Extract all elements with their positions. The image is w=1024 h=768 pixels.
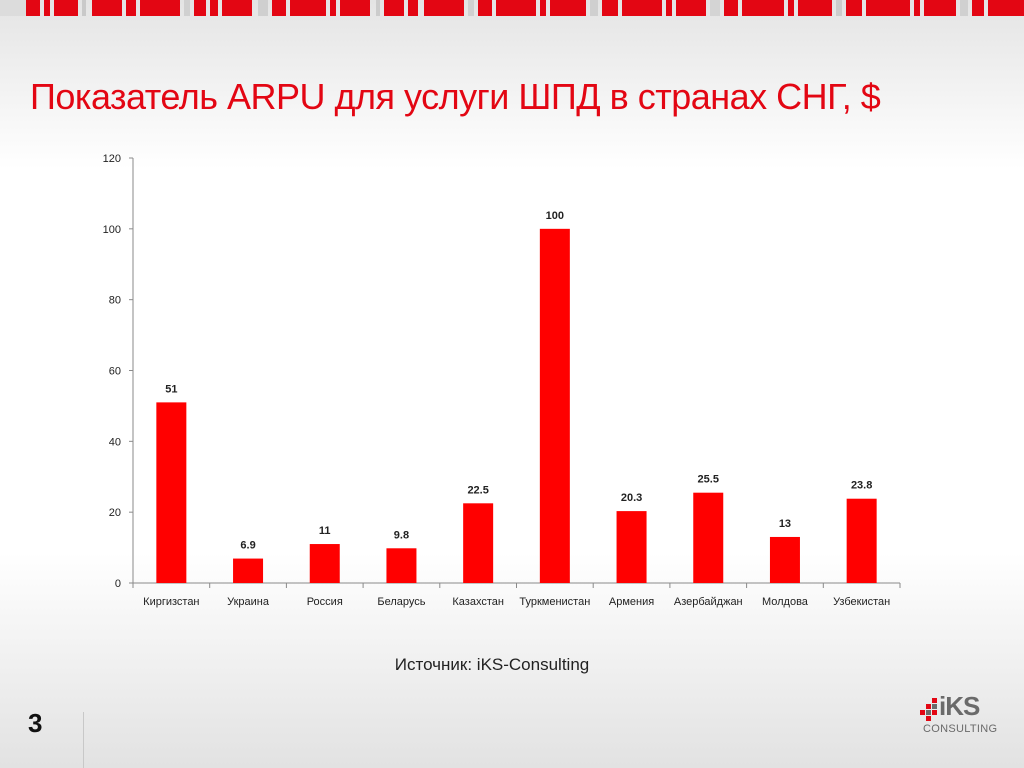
x-category-label: Украина: [227, 596, 270, 608]
page-number: 3: [28, 708, 43, 738]
stripe-segment: [468, 0, 474, 16]
stripe-segment: [540, 0, 546, 16]
stripe-segment: [924, 0, 956, 16]
logo-wordmark: iKS: [939, 691, 980, 721]
stripe-segment: [258, 0, 268, 16]
bar-7: [616, 511, 647, 583]
x-category-label: Азербайджан: [674, 596, 743, 608]
y-tick-label: 40: [109, 436, 121, 448]
stripe-segment: [424, 0, 464, 16]
stripe-segment: [384, 0, 404, 16]
stripe-segment: [126, 0, 136, 16]
stripe-segment: [340, 0, 370, 16]
y-tick-label: 100: [103, 224, 121, 236]
stripe-segment: [222, 0, 252, 16]
logo-pixel-mark-icon: [920, 698, 937, 721]
bar-value-label: 25.5: [698, 474, 719, 486]
stripe-segment: [798, 0, 832, 16]
stripe-segment: [376, 0, 380, 16]
stripe-segment: [0, 0, 26, 16]
bar-value-label: 20.3: [621, 492, 642, 504]
stripe-segment: [742, 0, 784, 16]
y-tick-label: 120: [103, 153, 121, 165]
bar-value-label: 100: [546, 210, 564, 222]
stripe-segment: [54, 0, 78, 16]
stripe-segment: [666, 0, 672, 16]
logo-square: [932, 704, 937, 709]
stripe-segment: [92, 0, 122, 16]
y-tick-label: 20: [109, 507, 121, 519]
logo-subtitle: CONSULTING: [923, 723, 998, 735]
x-category-label: Молдова: [762, 596, 809, 608]
x-category-label: Казахстан: [452, 596, 504, 608]
stripe-segment: [836, 0, 842, 16]
stripe-segment: [408, 0, 418, 16]
y-tick-label: 60: [109, 366, 121, 378]
bar-8: [693, 492, 724, 583]
top-decorative-stripe: [0, 0, 1024, 16]
bar-1: [156, 402, 187, 583]
bar-5: [463, 503, 494, 583]
logo-square: [926, 710, 931, 715]
stripe-segment: [710, 0, 720, 16]
bar-value-label: 22.5: [467, 484, 488, 496]
stripe-segment: [972, 0, 984, 16]
stripe-segment: [676, 0, 706, 16]
stripe-segment: [290, 0, 326, 16]
stripe-segment: [194, 0, 206, 16]
source-note: Источник: iKS-Consulting: [394, 655, 590, 674]
stripe-segment: [478, 0, 492, 16]
stripe-segment: [988, 0, 1024, 16]
stripe-segment: [550, 0, 586, 16]
bar-9: [769, 536, 800, 583]
y-tick-label: 80: [109, 295, 121, 307]
stripe-segment: [44, 0, 50, 16]
stripe-segment: [82, 0, 86, 16]
x-category-label: Беларусь: [377, 596, 425, 608]
logo-square: [926, 716, 931, 721]
x-category-label: Россия: [307, 596, 343, 608]
stripe-segment: [622, 0, 662, 16]
bar-4: [386, 548, 417, 583]
bar-value-label: 13: [779, 518, 791, 530]
bar-value-label: 11: [319, 525, 331, 537]
bar-2: [233, 558, 264, 583]
stripe-segment: [26, 0, 40, 16]
stripe-segment: [602, 0, 618, 16]
bar-value-label: 51: [165, 383, 177, 395]
footer-divider: [83, 712, 84, 768]
logo-square: [926, 704, 931, 709]
stripe-segment: [496, 0, 536, 16]
x-category-label: Узбекистан: [833, 596, 890, 608]
stripe-segment: [788, 0, 794, 16]
y-tick-label: 0: [115, 578, 121, 590]
bar-chart: 0 20 40 60 80 100 120 51 Киргизстан 6.9 Украина 11 Р…: [103, 153, 901, 608]
stripe-segment: [590, 0, 598, 16]
x-category-label: Армения: [609, 596, 654, 608]
bar-10: [846, 498, 877, 583]
logo-square: [920, 710, 925, 715]
bar-value-label: 9.8: [394, 529, 409, 541]
stripe-segment: [210, 0, 218, 16]
stripe-segment: [330, 0, 336, 16]
stripe-segment: [960, 0, 968, 16]
bar-value-label: 6.9: [240, 540, 255, 552]
stripe-segment: [914, 0, 920, 16]
x-category-label: Туркменистан: [519, 596, 590, 608]
stripe-segment: [184, 0, 190, 16]
stripe-segment: [866, 0, 910, 16]
stripe-segment: [272, 0, 286, 16]
bar-value-label: 23.8: [851, 480, 872, 492]
stripe-segment: [140, 0, 180, 16]
stripe-segment: [724, 0, 738, 16]
logo-square: [932, 710, 937, 715]
iks-consulting-logo: iKS CONSULTING: [920, 691, 1000, 740]
slide-title: Показатель ARPU для услуги ШПД в странах…: [30, 76, 881, 117]
bar-3: [309, 544, 340, 583]
logo-square: [932, 698, 937, 703]
stripe-segment: [846, 0, 862, 16]
x-category-label: Киргизстан: [143, 596, 199, 608]
bar-6: [539, 228, 570, 583]
